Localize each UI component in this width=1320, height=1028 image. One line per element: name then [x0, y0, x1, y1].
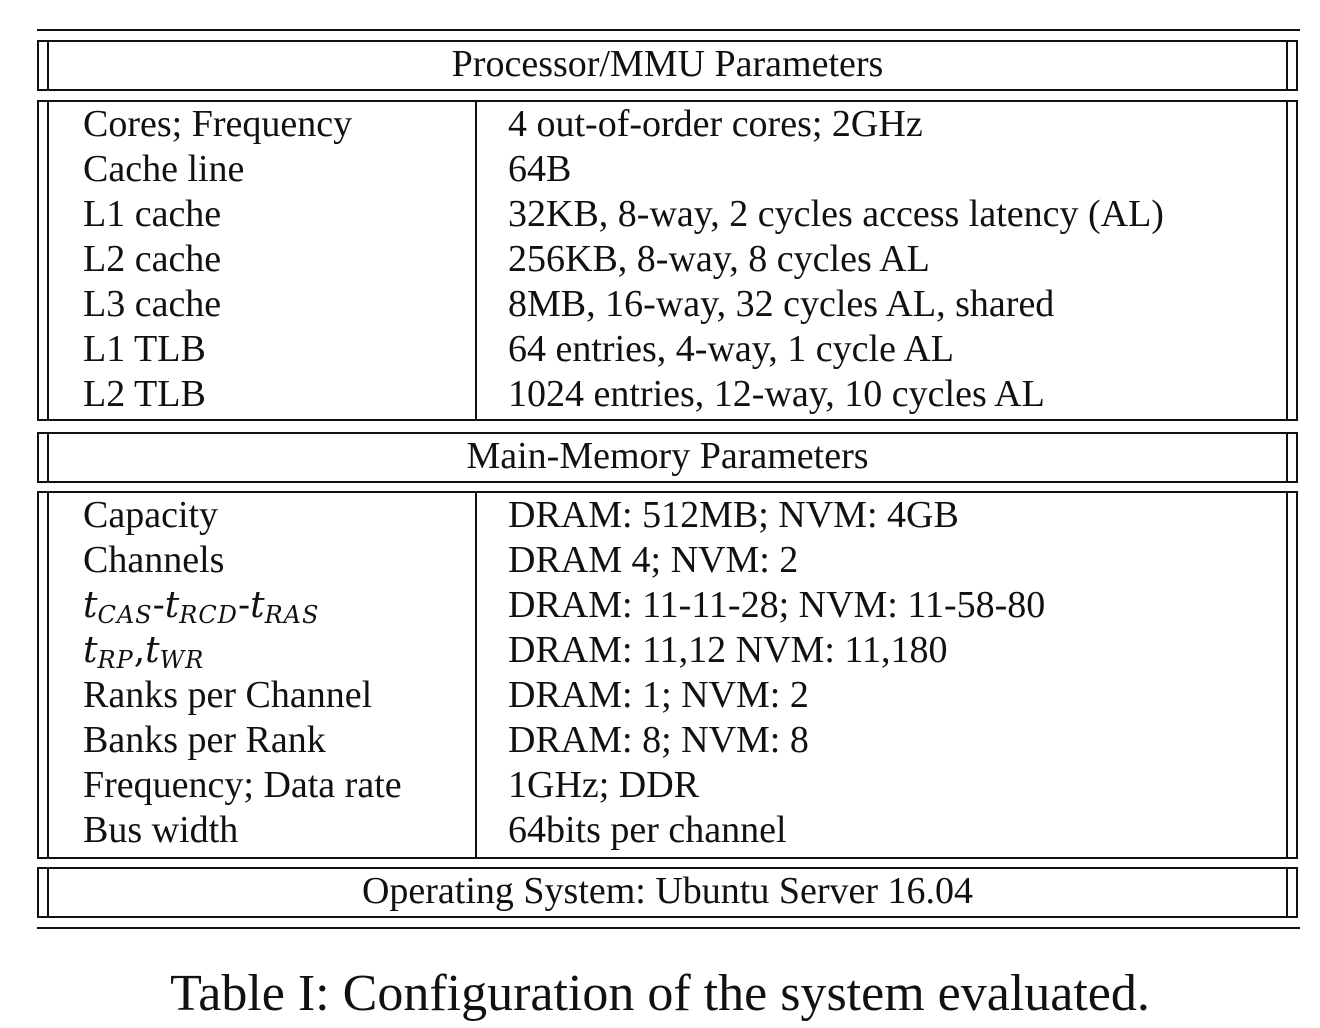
- param-name: Bus width: [83, 809, 239, 851]
- table-row: L1 cache 32KB, 8-way, 2 cycles access la…: [39, 192, 1296, 237]
- table-row: Cache line 64B: [39, 147, 1296, 192]
- timing-cas-rcd-ras-symbol: tCAS-tRCD-tRAS: [83, 585, 320, 629]
- param-value: DRAM: 8; NVM: 8: [508, 719, 809, 761]
- table-row: tRP,tWR DRAM: 11,12 NVM: 11,180: [39, 628, 1296, 674]
- top-rule: [37, 29, 1300, 31]
- param-value: DRAM: 11,12 NVM: 11,180: [508, 629, 948, 671]
- table-row: Cores; Frequency 4 out-of-order cores; 2…: [39, 102, 1296, 147]
- param-value: 4 out-of-order cores; 2GHz: [508, 103, 923, 145]
- table-row: L3 cache 8MB, 16-way, 32 cycles AL, shar…: [39, 282, 1296, 327]
- table-row: L2 cache 256KB, 8-way, 8 cycles AL: [39, 237, 1296, 282]
- param-name: Cache line: [83, 148, 245, 190]
- param-value: 1024 entries, 12-way, 10 cycles AL: [508, 373, 1045, 415]
- param-name: Frequency; Data rate: [83, 764, 402, 806]
- param-name: Channels: [83, 539, 225, 581]
- table-row: Channels DRAM 4; NVM: 2: [39, 538, 1296, 583]
- param-value: 64 entries, 4-way, 1 cycle AL: [508, 328, 954, 370]
- table-row: Banks per Rank DRAM: 8; NVM: 8: [39, 718, 1296, 763]
- param-name: Ranks per Channel: [83, 674, 373, 716]
- table-row: L1 TLB 64 entries, 4-way, 1 cycle AL: [39, 327, 1296, 372]
- param-name: L2 cache: [83, 238, 222, 280]
- table-caption: Table I: Configuration of the system eva…: [170, 965, 1150, 1022]
- table-row: Bus width 64bits per channel: [39, 808, 1296, 853]
- param-value: 1GHz; DDR: [508, 764, 700, 806]
- param-name: Capacity: [83, 494, 219, 536]
- param-name: L2 TLB: [83, 373, 206, 415]
- param-value: DRAM 4; NVM: 2: [508, 539, 799, 581]
- os-label: Operating System: Ubuntu Server 16.04: [361, 870, 974, 912]
- memory-title: Main-Memory Parameters: [466, 435, 869, 477]
- param-value: 32KB, 8-way, 2 cycles access latency (AL…: [508, 193, 1164, 235]
- param-value: DRAM: 512MB; NVM: 4GB: [508, 494, 959, 536]
- processor-title: Processor/MMU Parameters: [451, 43, 884, 85]
- column-divider: [475, 102, 477, 419]
- param-value: 8MB, 16-way, 32 cycles AL, shared: [508, 283, 1055, 325]
- processor-header: Processor/MMU Parameters: [37, 40, 1298, 91]
- param-value: DRAM: 11-11-28; NVM: 11-58-80: [508, 584, 1046, 626]
- table-row: tCAS-tRCD-tRAS DRAM: 11-11-28; NVM: 11-5…: [39, 583, 1296, 629]
- bottom-rule: [37, 927, 1300, 929]
- param-name: Banks per Rank: [83, 719, 326, 761]
- memory-header: Main-Memory Parameters: [37, 432, 1298, 483]
- param-name: L3 cache: [83, 283, 222, 325]
- param-value: 64bits per channel: [508, 809, 787, 851]
- processor-params-table: Cores; Frequency 4 out-of-order cores; 2…: [37, 100, 1298, 421]
- timing-rp-wr-symbol: tRP,tWR: [83, 630, 205, 674]
- param-name: Cores; Frequency: [83, 103, 353, 145]
- param-name: L1 TLB: [83, 328, 206, 370]
- table-row: Frequency; Data rate 1GHz; DDR: [39, 763, 1296, 808]
- column-divider: [475, 493, 477, 857]
- os-row: Operating System: Ubuntu Server 16.04: [37, 867, 1298, 918]
- param-value: 256KB, 8-way, 8 cycles AL: [508, 238, 930, 280]
- table-row: Capacity DRAM: 512MB; NVM: 4GB: [39, 493, 1296, 538]
- param-value: DRAM: 1; NVM: 2: [508, 674, 809, 716]
- table-row: L2 TLB 1024 entries, 12-way, 10 cycles A…: [39, 372, 1296, 417]
- memory-params-table: Capacity DRAM: 512MB; NVM: 4GB Channels …: [37, 491, 1298, 859]
- table-row: Ranks per Channel DRAM: 1; NVM: 2: [39, 673, 1296, 718]
- param-value: 64B: [508, 148, 572, 190]
- param-name: L1 cache: [83, 193, 222, 235]
